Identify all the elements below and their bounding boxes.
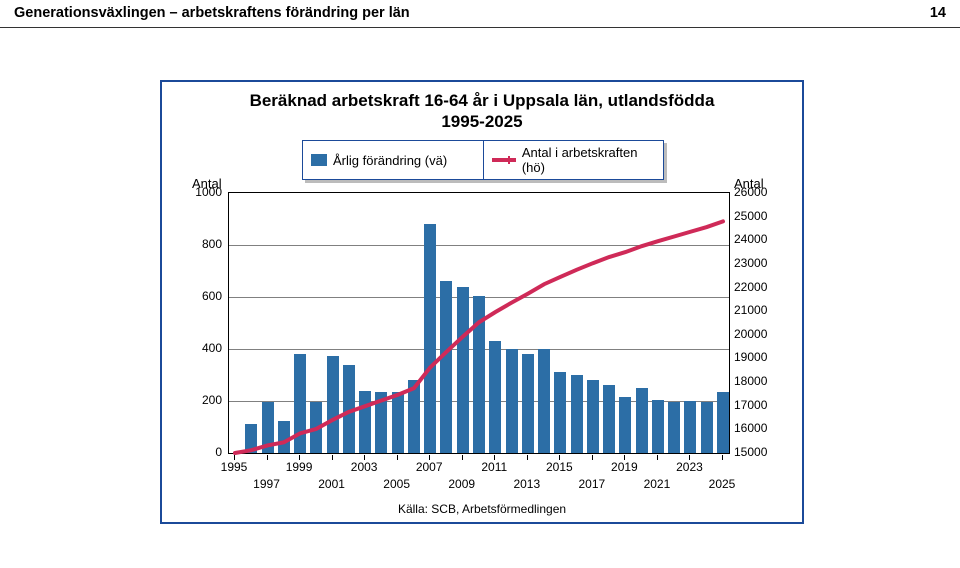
y-right-tick-label: 20000	[734, 327, 802, 341]
x-label: 2009	[448, 477, 475, 491]
x-tick	[722, 455, 723, 460]
y-right-tick-label: 21000	[734, 303, 802, 317]
page: Generationsväxlingen – arbetskraftens fö…	[0, 0, 960, 568]
x-label: 2021	[644, 477, 671, 491]
x-label: 2019	[611, 460, 638, 474]
x-tick	[592, 455, 593, 460]
x-tick	[332, 455, 333, 460]
x-label: 2007	[416, 460, 443, 474]
line-svg	[229, 193, 729, 453]
legend: Årlig förändring (vä) Antal i arbetskraf…	[302, 140, 664, 180]
x-label: 1999	[286, 460, 313, 474]
x-label: 2001	[318, 477, 345, 491]
y-right-tick-label: 24000	[734, 232, 802, 246]
y-right-tick-label: 15000	[734, 445, 802, 459]
x-label: 2013	[513, 477, 540, 491]
y-right-tick-label: 22000	[734, 280, 802, 294]
y-right-tick-label: 26000	[734, 185, 802, 199]
y-left-tick-label: 200	[158, 393, 222, 407]
x-label: 1995	[221, 460, 248, 474]
chart-title-line2: 1995-2025	[441, 112, 522, 131]
page-title: Generationsväxlingen – arbetskraftens fö…	[0, 1, 906, 28]
legend-item-bar: Årlig förändring (vä)	[303, 141, 483, 179]
x-label: 2023	[676, 460, 703, 474]
chart-container: Beräknad arbetskraft 16-64 år i Uppsala …	[160, 80, 804, 524]
legend-item-line: Antal i arbetskraften (hö)	[483, 141, 664, 179]
chart-title: Beräknad arbetskraft 16-64 år i Uppsala …	[162, 90, 802, 133]
y-right-tick-label: 17000	[734, 398, 802, 412]
y-left-tick-label: 1000	[158, 185, 222, 199]
x-label: 2003	[351, 460, 378, 474]
legend-swatch-bar	[311, 154, 327, 166]
y-left-tick-label: 400	[158, 341, 222, 355]
y-right-tick-label: 23000	[734, 256, 802, 270]
legend-line-label: Antal i arbetskraften (hö)	[522, 145, 655, 175]
x-tick	[397, 455, 398, 460]
chart-source: Källa: SCB, Arbetsförmedlingen	[162, 502, 802, 516]
y-right-tick-label: 19000	[734, 350, 802, 364]
y-left-tick-label: 800	[158, 237, 222, 251]
x-tick	[267, 455, 268, 460]
y-right-tick-label: 18000	[734, 374, 802, 388]
x-label: 2017	[579, 477, 606, 491]
y-right-tick-label: 16000	[734, 421, 802, 435]
plot-area	[228, 192, 730, 454]
x-label: 2011	[481, 460, 507, 474]
x-tick	[462, 455, 463, 460]
y-left-tick-label: 0	[158, 445, 222, 459]
y-left-labels: 02004006008001000	[162, 192, 226, 452]
legend-bar-label: Årlig förändring (vä)	[333, 153, 447, 168]
x-label: 1997	[253, 477, 280, 491]
page-header: Generationsväxlingen – arbetskraftens fö…	[0, 0, 960, 28]
y-right-labels: 1500016000170001800019000200002100022000…	[730, 192, 798, 452]
x-label: 2015	[546, 460, 573, 474]
x-tick	[527, 455, 528, 460]
y-right-tick-label: 25000	[734, 209, 802, 223]
y-left-tick-label: 600	[158, 289, 222, 303]
x-label: 2005	[383, 477, 410, 491]
page-number: 14	[906, 1, 960, 28]
x-label: 2025	[709, 477, 736, 491]
x-tick	[657, 455, 658, 460]
legend-swatch-line	[492, 158, 516, 162]
chart-title-line1: Beräknad arbetskraft 16-64 år i Uppsala …	[250, 91, 715, 110]
trend-line	[235, 221, 723, 453]
